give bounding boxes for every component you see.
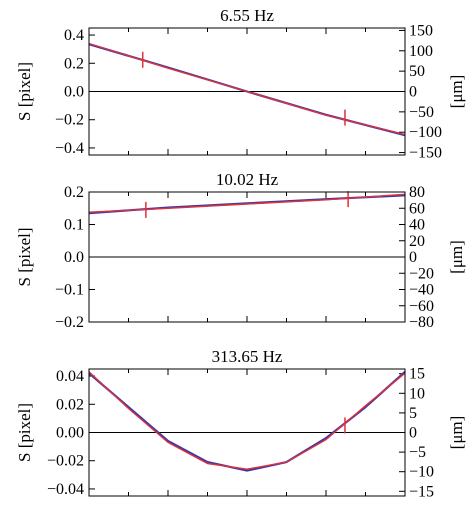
y2-tick-label: 10 [409,385,425,402]
y2-tick-label: 20 [409,233,425,250]
y2-tick-label: 40 [409,217,425,234]
panel-1: 6.55 Hz 0.4 0.2 0.0 −0.2 −0.4 150 100 50 0 −50 −100… [15,6,466,162]
y2-tick-label: −20 [409,265,434,282]
y2-tick-label: −60 [409,298,434,315]
y-tick-label: −0.2 [55,112,84,129]
series-line-1 [88,370,406,472]
y-tick-label: −0.4 [55,140,84,157]
y2-axis-label: [μm] [447,75,466,109]
plot-frame [88,368,406,497]
y-tick-label: −0.1 [55,282,84,299]
y-axis-label: S [pixel] [15,227,34,286]
y-tick-label: 0.02 [56,396,84,413]
y2-tick-label: 0 [409,249,417,266]
plot-frame [88,191,406,323]
series-line-2 [88,193,406,213]
y-axis-label: S [pixel] [15,62,34,121]
y2-tick-label: −10 [409,464,434,481]
y-tick-label: −0.04 [47,481,84,498]
y-tick-label: 0.2 [64,184,84,201]
y2-tick-label: −50 [409,104,434,121]
panel-3: 313.65 Hz 0.04 0.02 0.00 −0.02 −0.04 15 10 5 0 −5 −… [15,347,466,500]
chart-title: 6.55 Hz [220,6,274,25]
y2-tick-label: −100 [409,124,442,141]
chart-title: 313.65 Hz [212,347,283,366]
y-tick-label: 0.1 [64,217,84,234]
y2-tick-label: 100 [409,43,433,60]
y-axis-label: S [pixel] [15,403,34,462]
y-tick-label: 0.04 [56,368,84,385]
y-tick-label: 0.2 [64,55,84,72]
y2-axis-label: [μm] [447,240,466,274]
y2-tick-label: 15 [409,366,425,383]
y2-tick-label: 0 [409,425,417,442]
y-tick-label: 0.0 [64,249,84,266]
y2-tick-label: −80 [409,314,434,331]
y-tick-label: 0.00 [56,425,84,442]
y-tick-label: −0.2 [55,314,84,331]
series-line-2 [88,371,406,470]
y2-tick-label: 0 [409,84,417,101]
y-tick-label: −0.02 [47,453,84,470]
y2-tick-label: −5 [409,444,426,461]
y-tick-label: 0.4 [64,27,84,44]
y2-axis-label: [μm] [447,416,466,450]
y2-tick-label: −150 [409,145,442,162]
y2-tick-label: 80 [409,184,425,201]
y2-tick-label: −40 [409,282,434,299]
y2-tick-label: 50 [409,63,425,80]
plot-frame [88,27,406,156]
y2-tick-label: 5 [409,405,417,422]
chart-title: 10.02 Hz [216,170,279,189]
panel-2: 10.02 Hz 0.2 0.1 0.0 −0.1 −0.2 806040200−20−40… [15,170,466,331]
y-tick-label: 0.0 [64,84,84,101]
y2-tick-label: 60 [409,200,425,217]
y2-tick-label: 150 [409,22,433,39]
series-line-2 [88,42,406,136]
y2-tick-label: −15 [409,483,434,500]
